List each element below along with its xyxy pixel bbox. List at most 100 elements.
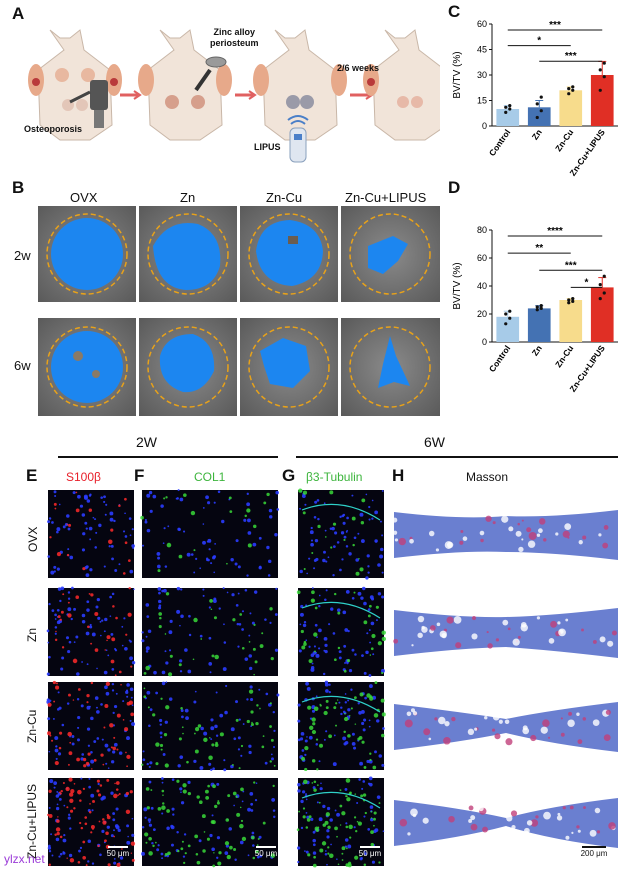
signal-dot [203, 831, 206, 833]
signal-dot [363, 766, 367, 769]
nucleus-dot [249, 792, 254, 796]
signal-dot [89, 803, 91, 805]
signal-dot [126, 701, 131, 706]
bar [559, 300, 583, 342]
signal-dot [369, 752, 372, 755]
nucleus-dot [47, 846, 52, 850]
signal-dot [47, 813, 50, 817]
nucleus-dot [131, 817, 134, 820]
bar [496, 109, 520, 126]
nucleus-dot [361, 721, 365, 725]
tile-s100-zn [46, 586, 136, 677]
signal-dot [226, 854, 231, 860]
signal-dot [257, 837, 260, 840]
signal-dot [319, 704, 322, 707]
signal-dot [118, 670, 122, 674]
data-point [508, 107, 512, 111]
nucleus-dot [210, 738, 213, 740]
signal-dot [77, 860, 81, 864]
data-point [598, 88, 602, 92]
col-header-zncu: Zn-Cu [266, 190, 303, 205]
nucleus-dot [218, 607, 221, 610]
nucleus-dot [203, 731, 208, 736]
signal-dot [269, 725, 272, 728]
signal-dot [115, 788, 119, 791]
signal-dot [355, 829, 358, 833]
signal-dot [351, 516, 356, 521]
signal-dot [165, 705, 170, 710]
nucleus-dot [54, 632, 57, 635]
nucleus-dot [340, 531, 345, 535]
panel-letter-e: E [26, 466, 38, 485]
nucleus-dot [306, 736, 308, 738]
y-tick-label: 45 [477, 45, 487, 55]
signal-dot [56, 682, 58, 685]
signal-dot [80, 826, 84, 830]
nucleus-dot [297, 783, 301, 787]
nucleus-dot [158, 604, 162, 607]
stain-speck [555, 532, 559, 536]
nucleus-dot [199, 634, 203, 638]
stain-speck [487, 643, 493, 649]
nucleus-dot [354, 653, 357, 656]
signal-dot [159, 743, 164, 748]
bar [527, 107, 551, 126]
signal-dot [381, 712, 386, 717]
bar [590, 75, 614, 126]
nucleus-dot [381, 489, 384, 492]
nucleus-dot [121, 625, 124, 628]
nucleus-dot [176, 831, 179, 834]
signal-dot [104, 704, 109, 709]
signal-dot [247, 543, 252, 548]
nucleus-dot [161, 812, 164, 815]
signal-dot [169, 654, 173, 658]
nucleus-dot [269, 621, 272, 624]
signal-dot [166, 809, 170, 813]
nucleus-dot [237, 736, 241, 740]
signal-dot [114, 782, 116, 785]
nucleus-dot [59, 852, 63, 856]
nucleus-dot [336, 608, 341, 612]
nucleus-dot [63, 833, 66, 837]
zinc-disc-icon [205, 56, 227, 68]
nucleus-dot [128, 639, 131, 642]
nucleus-dot [274, 613, 278, 616]
nucleus-dot [148, 821, 151, 824]
significance-label: *** [549, 20, 561, 31]
nucleus-dot [315, 557, 319, 562]
signal-dot [125, 791, 130, 796]
signal-dot [327, 825, 331, 829]
nucleus-dot [58, 706, 62, 710]
signal-dot [253, 524, 257, 529]
nucleus-dot [268, 508, 273, 513]
nucleus-dot [272, 809, 276, 812]
nucleus-dot [343, 644, 347, 648]
stain-speck [560, 732, 565, 737]
nucleus-dot [177, 489, 180, 492]
signal-dot [244, 514, 247, 518]
stain-speck [560, 717, 563, 720]
nucleus-dot [242, 723, 245, 725]
nucleus-dot [210, 562, 213, 565]
stain-speck [527, 540, 536, 548]
nucleus-dot [351, 648, 355, 652]
nucleus-dot [299, 612, 304, 617]
nucleus-dot [368, 674, 372, 677]
signal-dot [72, 658, 78, 664]
signal-dot [370, 817, 373, 819]
nucleus-dot [122, 700, 125, 703]
stain-speck [394, 538, 399, 542]
signal-dot [69, 798, 74, 803]
nucleus-dot [357, 702, 360, 705]
ct-tile-ovx-2w [38, 206, 136, 302]
signal-dot [157, 569, 161, 573]
signal-dot [203, 737, 208, 743]
nucleus-dot [225, 684, 228, 688]
signal-dot [106, 813, 110, 817]
nucleus-dot [339, 515, 342, 519]
nucleus-dot [179, 659, 183, 663]
signal-dot [235, 795, 238, 798]
nucleus-dot [353, 826, 356, 829]
signal-dot [339, 789, 342, 792]
data-point [602, 61, 606, 65]
